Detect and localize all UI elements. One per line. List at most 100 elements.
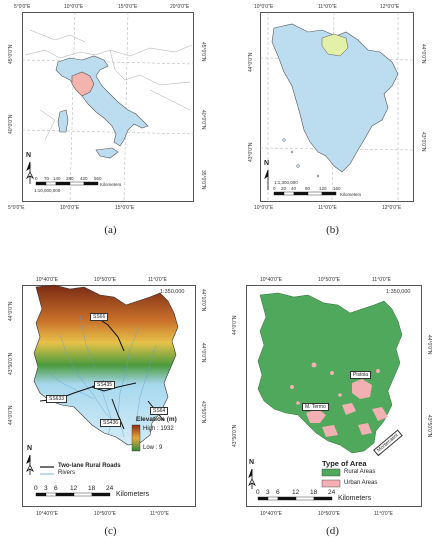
c-top-tick-2: 10°50'0"E <box>94 277 116 283</box>
a-right-tick-2: 40°0'0"N <box>200 110 206 130</box>
b-right-tick-1: 44°0'0"N <box>420 44 426 64</box>
a-top-tick-3: 15°0'0"E <box>118 4 138 10</box>
a-scale-ratio: 1:10,000,000 <box>34 188 61 193</box>
d-bottom-tick-3: 11°0'0"E <box>374 511 393 517</box>
c-scale-4: 18 <box>88 485 96 492</box>
b-bottom-tick-3: 12°0'0"E <box>382 205 402 211</box>
a-bottom-tick-3: 15°0'0"E <box>115 205 135 211</box>
d-bottom-tick-1: 10°40'0"E <box>260 511 282 517</box>
sardinia-shape <box>57 109 69 133</box>
a-caption: (a) <box>104 224 117 236</box>
d-legend-urban-swatch <box>321 479 341 488</box>
a-top-tick-2: 10°0'0"E <box>64 4 84 10</box>
b-scale-5: 160 <box>333 186 341 191</box>
b-scale-4: 120 <box>319 186 327 191</box>
b-bottom-tick-1: 10°0'0"E <box>254 205 274 211</box>
d-scale-3: 12 <box>292 489 300 496</box>
c-elevation-ramp <box>131 424 141 452</box>
b-scale-ratio: 1:1,300,000 <box>274 180 298 185</box>
d-scale-0: 0 <box>256 489 260 496</box>
d-legend-title: Type of Area <box>322 459 367 468</box>
a-top-tick-1: 5°0'0"E <box>14 4 31 10</box>
a-map-frame <box>22 12 194 202</box>
a-scale-4: 420 <box>80 176 88 181</box>
d-urban-montecatini <box>306 409 326 423</box>
d-right-tick-2: 43°50'0"N <box>426 415 432 438</box>
tuscany-shape <box>71 71 95 97</box>
a-top-tick-4: 20°0'0"E <box>170 4 190 10</box>
a-left-tick-1: 45°0'0"N <box>8 44 14 64</box>
c-north-label: N <box>27 445 33 452</box>
tuscany-region-shape <box>271 23 399 173</box>
b-top-tick-1: 10°0'0"E <box>254 4 274 10</box>
c-caption: (c) <box>104 525 117 537</box>
c-scale-3: 12 <box>70 485 78 492</box>
c-top-tick-3: 11°0'0"E <box>148 277 167 283</box>
c-road-label-ss64: SS64 <box>150 407 169 415</box>
c-left-tick-2: 43°50'0"N <box>8 352 14 375</box>
d-scale-2: 6 <box>276 489 280 496</box>
c-bottom-tick-3: 11°0'0"E <box>150 511 169 517</box>
d-scale-1: 3 <box>266 489 270 496</box>
d-scale-ratio: 1:350,000 <box>386 289 411 295</box>
a-scale-0: 0 <box>35 176 38 181</box>
b-left-tick-2: 43°0'0"N <box>248 142 254 162</box>
c-scale-ratio: 1:350,000 <box>160 289 185 295</box>
b-caption: (b) <box>326 224 339 236</box>
panel-b: 10°0'0"E 11°0'0"E 12°0'0"E <box>222 0 443 275</box>
a-map-graphic <box>21 11 195 203</box>
d-left-tick-1: 44°0'0"N <box>232 315 238 335</box>
c-top-tick-1: 10°40'0"E <box>36 277 58 283</box>
a-right-tick-1: 45°0'0"N <box>200 42 206 62</box>
c-left-tick-1: 44°0'0"N <box>8 301 14 321</box>
b-top-tick-2: 11°0'0"E <box>318 4 337 10</box>
b-north-label: N <box>264 160 270 167</box>
c-right-tick-3: 43°50'0"N <box>200 401 206 424</box>
b-right-tick-2: 43°0'0"N <box>420 132 426 152</box>
d-right-tick-1: 44°0'0"N <box>426 335 432 355</box>
d-urban-pistoia <box>352 379 372 399</box>
d-top-tick-2: 10°50'0"E <box>318 277 340 283</box>
b-scale-unit: Kilometers <box>340 192 362 197</box>
c-legend-rivers: Rivers <box>58 470 76 476</box>
b-map-graphic <box>259 11 415 203</box>
panel-a: 5°0'0"E 10°0'0"E 15°0'0"E 20°0'0"E <box>0 0 221 275</box>
c-road-label-ss633: SS633 <box>46 395 68 403</box>
d-left-tick-2: 43°50'0"N <box>232 424 238 447</box>
d-north-label: N <box>249 459 255 466</box>
road-ss435 <box>91 382 137 392</box>
a-scale-2: 140 <box>53 176 61 181</box>
b-scale-1: 20 <box>281 186 287 191</box>
c-study-area-shape <box>33 284 179 446</box>
c-scale-unit: Kilometers <box>116 491 150 498</box>
c-road-label-ss66: SS66 <box>90 313 109 321</box>
d-scale-unit: Kilometers <box>338 495 372 502</box>
c-elevation-high: High : 1932 <box>143 426 174 432</box>
d-map-graphic <box>247 292 403 501</box>
d-caption: (d) <box>326 525 339 537</box>
a-left-tick-2: 40°0'0"N <box>8 114 14 134</box>
c-scale-2: 6 <box>54 485 58 492</box>
c-map-graphic <box>25 284 179 497</box>
c-right-tick-1: 44°10'0"N <box>200 289 206 312</box>
b-scale-0: 0 <box>273 186 276 191</box>
c-elevation-title: Elevation (m) <box>136 416 177 423</box>
d-legend-urban: Urban Areas <box>344 480 378 486</box>
c-bottom-tick-1: 10°40'0"E <box>36 511 58 517</box>
pistoia-province-shape <box>321 33 349 57</box>
d-label-pistoia: Pistoia <box>350 371 372 379</box>
a-right-tick-3: 35°0'0"N <box>200 170 206 190</box>
c-road-label-ss435: SS435 <box>94 381 116 389</box>
c-elevation-low: Low : 9 <box>143 445 163 451</box>
a-bottom-tick-1: 5°0'0"E <box>8 205 25 211</box>
b-scale-3: 80 <box>305 186 311 191</box>
panel-c: 10°40'0"E 10°50'0"E 11°0'0"E 1:350,000 <box>0 275 221 550</box>
sicily-shape <box>95 147 119 159</box>
c-scale-1: 3 <box>44 485 48 492</box>
b-top-tick-3: 12°0'0"E <box>380 4 400 10</box>
d-legend-rural-swatch <box>321 468 341 477</box>
a-scale-5: 560 <box>94 176 102 181</box>
c-right-tick-2: 44°0'0"N <box>200 343 206 363</box>
b-scale-2: 40 <box>291 186 297 191</box>
panel-d: 10°40'0"E 10°50'0"E 11°0'0"E 1:350,000 <box>222 275 443 550</box>
